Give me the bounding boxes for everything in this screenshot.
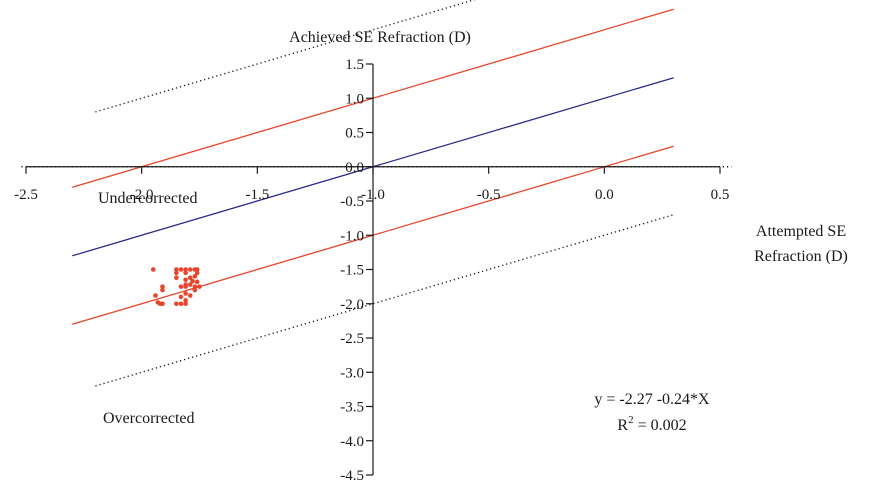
x-tick-label: -1.0 bbox=[361, 187, 385, 203]
data-point bbox=[183, 291, 188, 296]
y-tick-label: 0.0 bbox=[345, 160, 364, 176]
axes: -2.5 -2.0 -1.5 -1.0 -0.5 0.0 0.5 1.51.00.50.0-… bbox=[14, 57, 729, 484]
data-points bbox=[150, 267, 202, 307]
data-point bbox=[174, 275, 179, 281]
x-tick-label: 0.5 bbox=[711, 187, 730, 203]
data-point bbox=[197, 284, 202, 289]
data-point bbox=[178, 301, 184, 307]
data-point bbox=[178, 284, 184, 289]
data-point bbox=[160, 287, 165, 293]
data-point bbox=[183, 277, 188, 283]
data-point bbox=[150, 267, 156, 272]
r-squared-symbol: R bbox=[617, 417, 628, 434]
data-point bbox=[174, 301, 179, 307]
data-point bbox=[183, 267, 188, 272]
data-point bbox=[194, 267, 200, 272]
data-point bbox=[187, 282, 193, 287]
reference-line-minus-2D bbox=[95, 214, 674, 387]
y-tick-label: 0.5 bbox=[345, 126, 364, 142]
data-point bbox=[194, 270, 200, 276]
y-ticks: 1.5 1.0 0.5 0.0 -0.5 -1.0 -1.5 -2.0 -2.5 -3.0 -3.5… bbox=[340, 57, 373, 484]
data-point bbox=[187, 267, 193, 272]
y-tick-label: 1.5 bbox=[345, 57, 364, 73]
y-axis-title: Achieved SE Refraction (D) bbox=[289, 29, 471, 46]
data-point bbox=[174, 267, 179, 272]
data-point bbox=[192, 274, 198, 279]
data-point bbox=[174, 270, 179, 276]
data-point bbox=[153, 293, 158, 298]
y-tick-label: -2.0 bbox=[340, 297, 364, 313]
r-squared-label: R2 = 0.002 bbox=[617, 414, 686, 434]
data-point bbox=[178, 267, 184, 272]
x-tick-label: 0.0 bbox=[595, 187, 614, 203]
y-tick-label: -1.0 bbox=[340, 228, 364, 244]
overcorrected-label: Overcorrected bbox=[103, 410, 195, 427]
r-squared-exponent: 2 bbox=[628, 414, 634, 426]
x-axis-title-line2: Refraction (D) bbox=[754, 248, 848, 265]
undercorrected-label: Undercorrected bbox=[98, 190, 198, 207]
x-ticks: -2.5 -2.0 -1.5 -1.0 -0.5 0.0 0.5 bbox=[14, 166, 730, 203]
x-axis-title-line1: Attempted SE bbox=[756, 223, 846, 240]
y-tick-label: 1.0 bbox=[345, 91, 364, 107]
data-point bbox=[160, 284, 165, 289]
data-point bbox=[187, 293, 193, 298]
y-tick-label: -4.5 bbox=[340, 468, 364, 484]
x-tick-label: -0.5 bbox=[477, 187, 501, 203]
data-point bbox=[183, 270, 188, 276]
data-point bbox=[183, 301, 188, 307]
y-tick-label: -1.5 bbox=[340, 263, 364, 279]
data-point bbox=[160, 301, 165, 307]
data-point bbox=[190, 278, 195, 284]
y-tick-label: -3.5 bbox=[340, 400, 364, 416]
y-tick-label: -4.0 bbox=[340, 434, 364, 450]
x-tick-label: -1.5 bbox=[245, 187, 269, 203]
r-squared-value: = 0.002 bbox=[634, 417, 687, 434]
data-point bbox=[187, 275, 193, 281]
data-point bbox=[178, 294, 184, 300]
y-tick-label: -3.0 bbox=[340, 365, 364, 381]
regression-equation: y = -2.27 -0.24*X bbox=[594, 391, 710, 408]
data-point bbox=[192, 287, 198, 293]
x-tick-label: -2.5 bbox=[14, 187, 38, 203]
data-point bbox=[183, 284, 188, 289]
data-point bbox=[192, 284, 198, 289]
x-tick-label: -2.0 bbox=[130, 187, 154, 203]
data-point bbox=[183, 298, 188, 303]
y-tick-label: -2.5 bbox=[340, 331, 364, 347]
y-tick-label: -0.5 bbox=[340, 194, 364, 210]
data-point bbox=[194, 279, 200, 285]
